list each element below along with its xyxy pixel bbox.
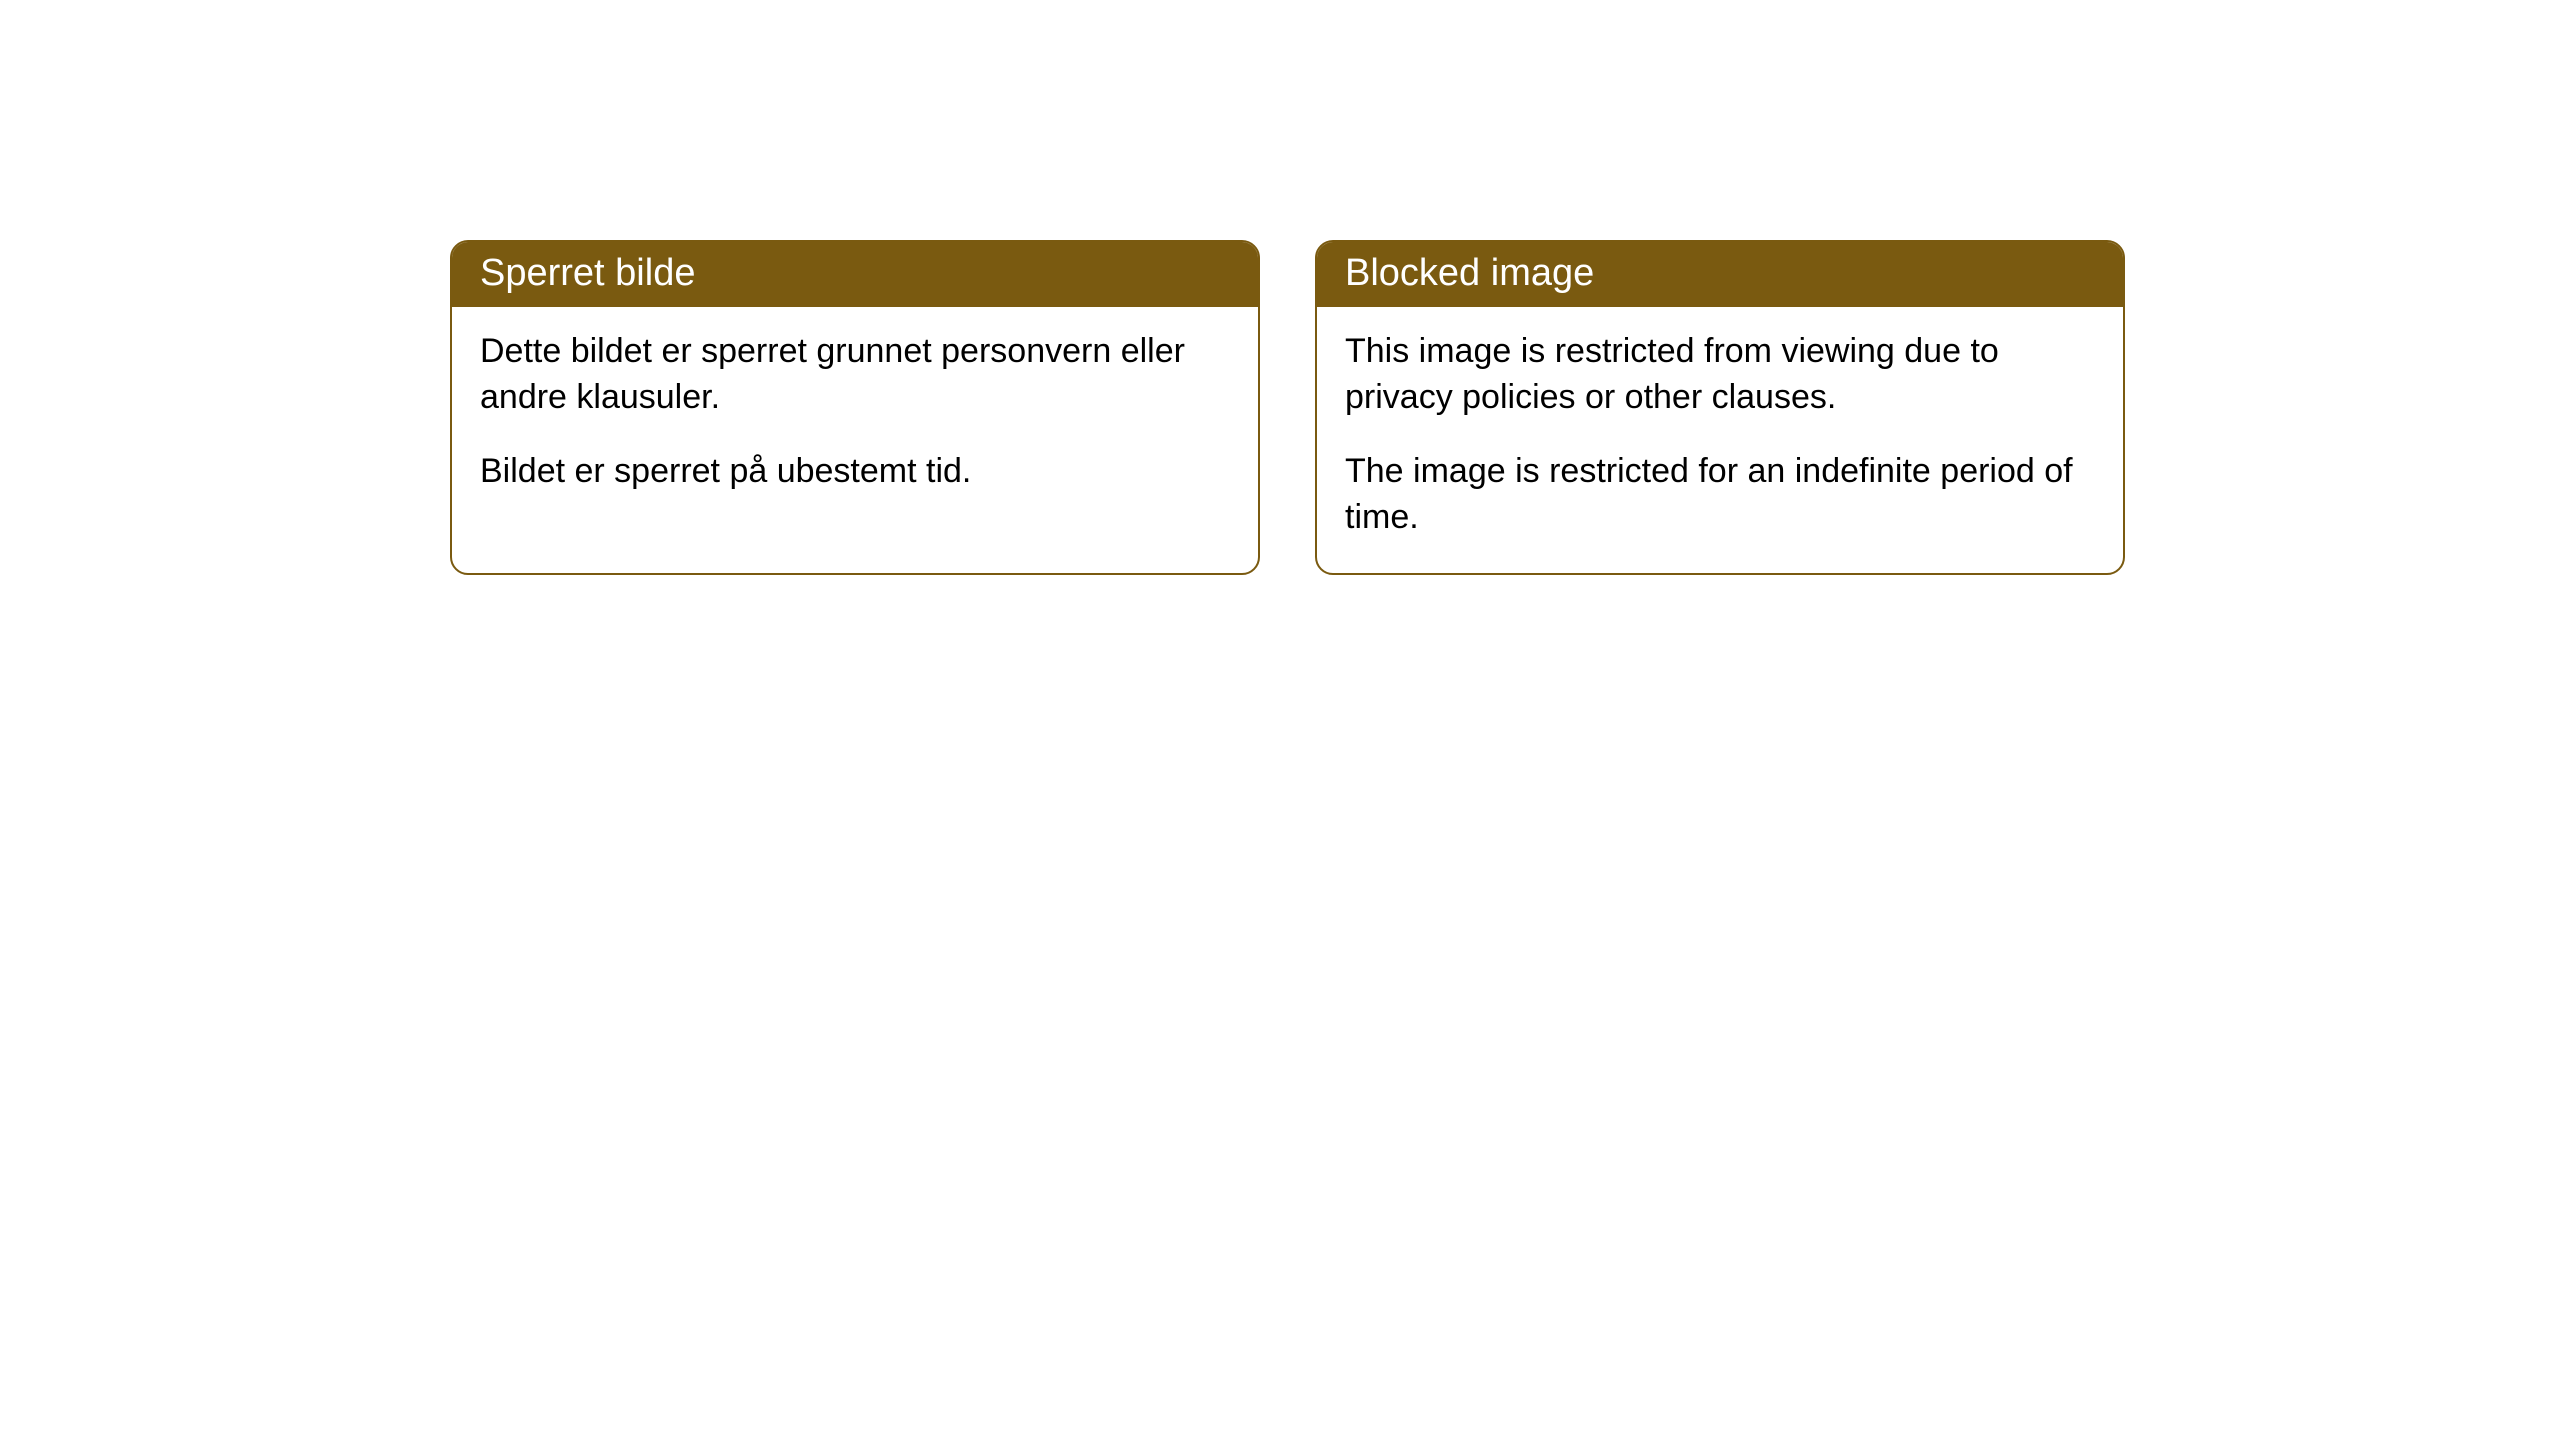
card-paragraph-2: Bildet er sperret på ubestemt tid.: [480, 449, 1230, 495]
card-paragraph-1: Dette bildet er sperret grunnet personve…: [480, 329, 1230, 421]
card-paragraph-2: The image is restricted for an indefinit…: [1345, 449, 2095, 541]
card-english: Blocked image This image is restricted f…: [1315, 240, 2125, 575]
cards-container: Sperret bilde Dette bildet er sperret gr…: [450, 240, 2125, 575]
card-header-norwegian: Sperret bilde: [452, 242, 1258, 307]
card-body-english: This image is restricted from viewing du…: [1317, 307, 2123, 573]
card-header-english: Blocked image: [1317, 242, 2123, 307]
card-paragraph-1: This image is restricted from viewing du…: [1345, 329, 2095, 421]
card-body-norwegian: Dette bildet er sperret grunnet personve…: [452, 307, 1258, 527]
card-norwegian: Sperret bilde Dette bildet er sperret gr…: [450, 240, 1260, 575]
